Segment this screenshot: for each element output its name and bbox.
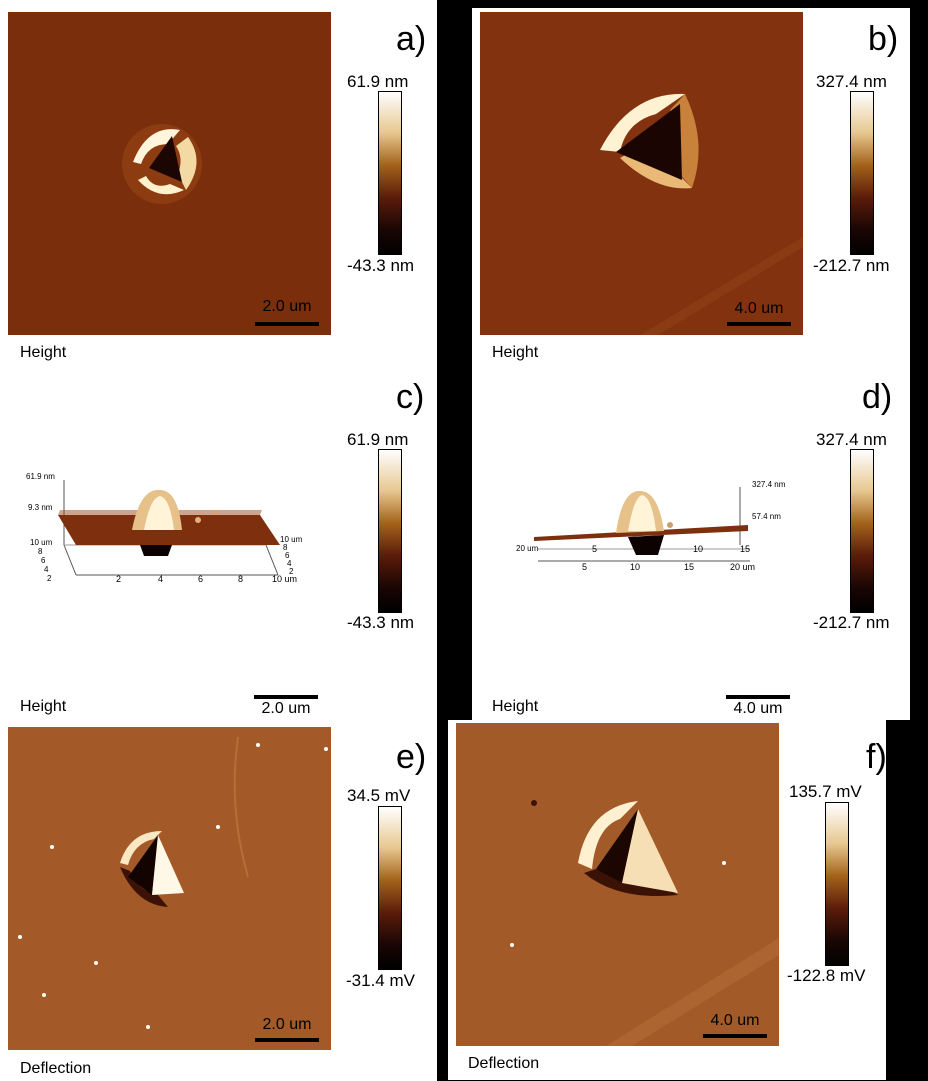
- y-tick-right-c-3: 4: [287, 559, 292, 568]
- x-tick-back-d-1: 10: [693, 544, 704, 554]
- caption-f: Deflection: [468, 1055, 540, 1072]
- afm-height-image-a: [8, 12, 331, 335]
- y-ticks-left-c: 10 um 8 6 4 2: [30, 538, 52, 583]
- caption-b: Height: [492, 344, 539, 361]
- colorbar-min-b: -212.7 nm: [813, 256, 890, 275]
- colorbar-min-e: -31.4 mV: [346, 971, 415, 990]
- afm-deflection-image-e: [8, 727, 331, 1050]
- panel-label-e: e): [396, 738, 427, 776]
- z-tick-top-d: 327.4 nm: [752, 480, 786, 489]
- x-tick-d-0: 5: [582, 562, 588, 572]
- scale-bar-b: [727, 322, 791, 326]
- x-tick-c-1: 4: [158, 574, 164, 584]
- scale-bar-label-c: 2.0 um: [261, 700, 311, 717]
- afm-3d-height-c: [20, 460, 310, 590]
- colorbar-a: [378, 91, 402, 255]
- scale-bar-e: [255, 1038, 319, 1042]
- scale-bar-c: [254, 695, 318, 699]
- z-tick-mid-d: 57.4 nm: [752, 512, 781, 521]
- x-tick-back-d-0: 5: [592, 544, 598, 554]
- colorbar-d: [850, 449, 874, 613]
- y-ticks-right-c: 10 um 8 6 4 2: [280, 536, 302, 576]
- y-tick-right-c-2: 6: [285, 551, 290, 560]
- z-tick-top-c: 61.9 nm: [26, 472, 55, 481]
- colorbar-max-e: 34.5 mV: [347, 786, 411, 805]
- colorbar-max-a: 61.9 nm: [347, 72, 409, 91]
- colorbar-max-b: 327.4 nm: [816, 72, 887, 91]
- y-tick-c-2: 6: [41, 556, 46, 565]
- panel-label-f: f): [866, 738, 887, 776]
- scale-bar-label-a: 2.0 um: [262, 298, 312, 315]
- colorbar-c: [378, 449, 402, 613]
- caption-e: Deflection: [20, 1060, 92, 1077]
- afm-3d-height-d: [510, 475, 770, 575]
- y-tick-c-4: 2: [47, 574, 52, 583]
- x-tick-d-1: 10: [630, 562, 641, 572]
- y-tick-right-c-4: 2: [289, 567, 294, 576]
- scale-bar-a: [255, 322, 319, 326]
- colorbar-max-c: 61.9 nm: [347, 430, 409, 449]
- y-tick-right-c-1: 8: [283, 543, 288, 552]
- colorbar-min-c: -43.3 nm: [347, 613, 415, 632]
- x-tick-back-d-3: 20 um: [516, 544, 539, 553]
- panel-label-d: d): [862, 378, 893, 416]
- panel-label-c: c): [396, 378, 425, 416]
- scale-bar-label-f: 4.0 um: [710, 1012, 760, 1029]
- x-tick-c-2: 6: [198, 574, 204, 584]
- caption-d: Height: [492, 698, 539, 715]
- colorbar-min-f: -122.8 mV: [787, 966, 866, 985]
- x-tick-d-2: 15: [684, 562, 695, 572]
- x-tick-c-3: 8: [238, 574, 244, 584]
- x-tick-back-d-2: 15: [740, 544, 751, 554]
- afm-height-image-b: [480, 12, 803, 335]
- z-tick-mid-c: 9.3 nm: [28, 503, 53, 512]
- scale-bar-label-e: 2.0 um: [262, 1016, 312, 1033]
- x-tick-c-4: 10 um: [272, 574, 298, 584]
- scale-bar-label-d: 4.0 um: [733, 700, 783, 717]
- panel-label-a: a): [396, 20, 427, 58]
- caption-c: Height: [20, 698, 67, 715]
- y-tick-c-0: 10 um: [30, 538, 53, 547]
- x-tick-c-0: 2: [116, 574, 122, 584]
- colorbar-max-f: 135.7 mV: [789, 782, 862, 801]
- y-tick-right-c-0: 10 um: [280, 535, 303, 544]
- afm-deflection-image-f: [456, 723, 779, 1046]
- colorbar-e: [378, 806, 402, 970]
- scale-bar-label-b: 4.0 um: [734, 300, 784, 317]
- colorbar-min-d: -212.7 nm: [813, 613, 890, 632]
- colorbar-f: [825, 802, 849, 966]
- x-tick-d-3: 20 um: [730, 562, 756, 572]
- caption-a: Height: [20, 344, 67, 361]
- panel-label-b: b): [868, 20, 899, 58]
- colorbar-min-a: -43.3 nm: [347, 256, 415, 275]
- colorbar-b: [850, 91, 874, 255]
- y-tick-c-1: 8: [38, 547, 43, 556]
- scale-bar-f: [703, 1034, 767, 1038]
- scale-bar-d: [726, 695, 790, 699]
- colorbar-max-d: 327.4 nm: [816, 430, 887, 449]
- y-tick-c-3: 4: [44, 565, 49, 574]
